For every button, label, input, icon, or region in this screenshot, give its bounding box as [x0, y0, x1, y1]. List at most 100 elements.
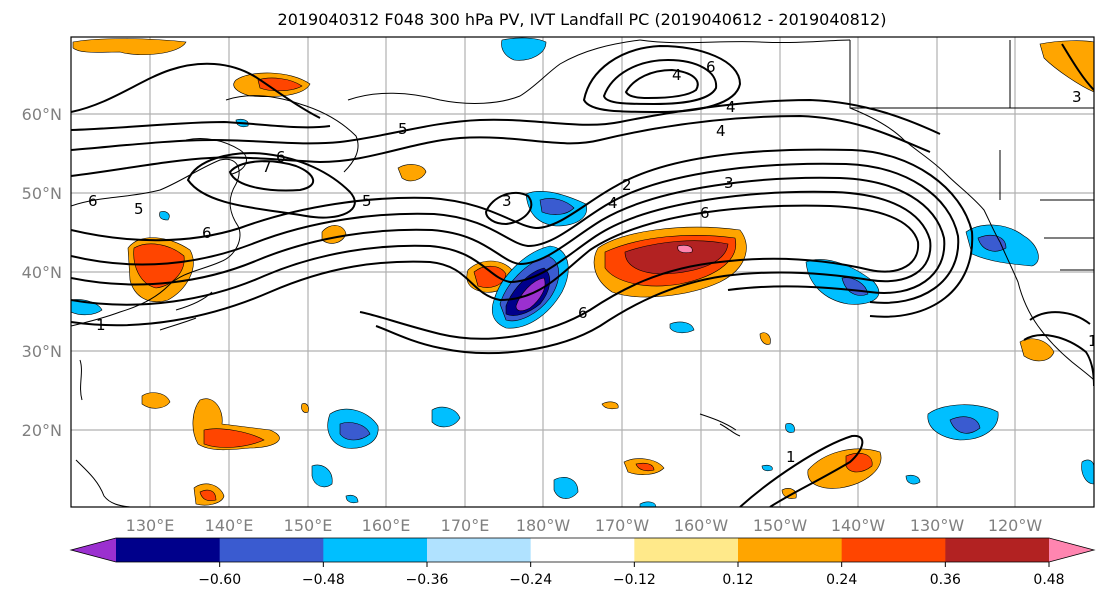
- contour-label: 5: [398, 120, 408, 138]
- negative-anomaly: [785, 423, 795, 433]
- negative-anomaly: [639, 501, 657, 507]
- contour-label: 6: [276, 148, 286, 166]
- contour-label: 1: [1088, 332, 1098, 350]
- contour-label: 1: [96, 316, 106, 334]
- negative-anomaly: [345, 494, 359, 504]
- colorbar-tick-label: 0.36: [930, 572, 961, 588]
- pv-contours: [71, 43, 1094, 507]
- contour-labels: 5 6 4 4 4 6 7 6 5 6 5 6 3 3 2 3 4 6 1 1 …: [88, 58, 1098, 466]
- colorbar-tick-label: −0.24: [509, 572, 552, 588]
- colorbar-tick-label: 0.48: [1033, 572, 1064, 588]
- contour-label: 6: [88, 192, 98, 210]
- positive-anomaly: [781, 488, 797, 499]
- lon-label: 150°E: [284, 516, 333, 535]
- colorbar-segment: [841, 538, 946, 562]
- negative-anomaly: [669, 321, 695, 334]
- positive-anomaly: [635, 462, 655, 472]
- colorbar-tick-label: 0.24: [826, 572, 857, 588]
- contour-label: 4: [672, 66, 682, 84]
- lat-label: 20°N: [22, 421, 62, 440]
- colorbar-segment: [427, 538, 532, 562]
- negative-anomaly: [553, 477, 579, 499]
- contour-label: 6: [202, 224, 212, 242]
- contour-label: 7: [262, 158, 272, 176]
- lon-label: 140°W: [831, 516, 886, 535]
- contour-label: 4: [608, 194, 618, 212]
- negative-anomaly: [949, 416, 981, 434]
- contour-label: 1: [786, 448, 796, 466]
- colorbar-outline: [69, 537, 1096, 563]
- positive-anomaly: [677, 244, 693, 254]
- colorbar-segment: [945, 538, 1050, 562]
- positive-anomaly: [759, 332, 771, 345]
- colorbar-extend-low: [71, 538, 116, 562]
- figure-title: 2019040312 F048 300 hPa PV, IVT Landfall…: [278, 10, 887, 29]
- colorbar-tick-label: −0.12: [613, 572, 656, 588]
- lon-label: 150°W: [753, 516, 808, 535]
- positive-anomaly: [1019, 338, 1055, 362]
- negative-anomaly: [339, 422, 371, 441]
- contour-label: 6: [578, 304, 588, 322]
- contour-label: 5: [134, 200, 144, 218]
- colorbar-segment: [634, 538, 739, 562]
- positive-anomaly: [257, 77, 303, 92]
- positive-anomaly: [624, 240, 729, 275]
- colorbar-extend-high: [1049, 538, 1094, 562]
- lon-label: 180°W: [516, 516, 571, 535]
- lat-label: 50°N: [22, 184, 62, 203]
- contour-label: 2: [622, 176, 632, 194]
- positive-anomaly: [133, 243, 185, 289]
- colorbar-tick-label: −0.60: [198, 572, 241, 588]
- colorbar-segment: [738, 538, 843, 562]
- colorbar-tick-label: 0.12: [722, 572, 753, 588]
- colorbar-segment: [323, 538, 428, 562]
- lat-label: 60°N: [22, 105, 62, 124]
- contour-label: 3: [502, 192, 512, 210]
- negative-anomaly: [539, 198, 575, 215]
- colorbar-tick-label: −0.48: [302, 572, 345, 588]
- lon-label: 130°E: [126, 516, 175, 535]
- positive-anomaly: [72, 38, 187, 56]
- colorbar-tick-labels: −0.60 −0.48 −0.36 −0.24 −0.12 0.12 0.24 0.36 0.4…: [198, 562, 1065, 588]
- ivt-shading: [71, 37, 1094, 507]
- contour-label: 6: [706, 58, 716, 76]
- lon-label: 160°W: [674, 516, 729, 535]
- negative-anomaly: [761, 464, 773, 472]
- positive-anomaly: [1039, 40, 1094, 93]
- colorbar-segment: [116, 538, 221, 562]
- positive-anomaly: [601, 401, 619, 410]
- colorbar-segment: [530, 538, 635, 562]
- lon-label: 170°W: [595, 516, 650, 535]
- negative-anomaly: [905, 474, 921, 485]
- positive-anomaly: [301, 403, 309, 413]
- lon-label: 170°E: [441, 516, 490, 535]
- positive-anomaly: [203, 428, 265, 448]
- contour-label: 3: [724, 174, 734, 192]
- lat-label: 40°N: [22, 263, 62, 282]
- lon-label: 130°W: [910, 516, 965, 535]
- negative-anomaly: [159, 211, 170, 221]
- positive-anomaly: [199, 489, 217, 502]
- positive-anomaly: [141, 392, 171, 409]
- contour-label: 6: [700, 204, 710, 222]
- colorbar-segment: [219, 538, 324, 562]
- contour-label: 3: [1072, 88, 1082, 106]
- lon-label: 120°W: [988, 516, 1043, 535]
- negative-anomaly: [431, 406, 461, 428]
- map-panel: 5 6 4 4 4 6 7 6 5 6 5 6 3 3 2 3 4 6 1 1 …: [71, 37, 1098, 507]
- contour-label: 5: [362, 192, 372, 210]
- map-frame: [70, 36, 1095, 508]
- negative-anomaly: [1081, 459, 1094, 485]
- contour-label: 4: [726, 98, 736, 116]
- negative-anomaly: [501, 37, 547, 61]
- longitude-labels: 130°E 140°E 150°E 160°E 170°E 180°W 170°…: [126, 516, 1043, 535]
- negative-anomaly: [311, 464, 333, 488]
- contour-label: 4: [716, 122, 726, 140]
- lon-label: 160°E: [362, 516, 411, 535]
- colorbar-tick-label: −0.36: [406, 572, 449, 588]
- positive-anomaly: [397, 164, 427, 182]
- lon-label: 140°E: [205, 516, 254, 535]
- lat-label: 30°N: [22, 342, 62, 361]
- latitude-labels: 60°N 50°N 40°N 30°N 20°N: [22, 105, 62, 440]
